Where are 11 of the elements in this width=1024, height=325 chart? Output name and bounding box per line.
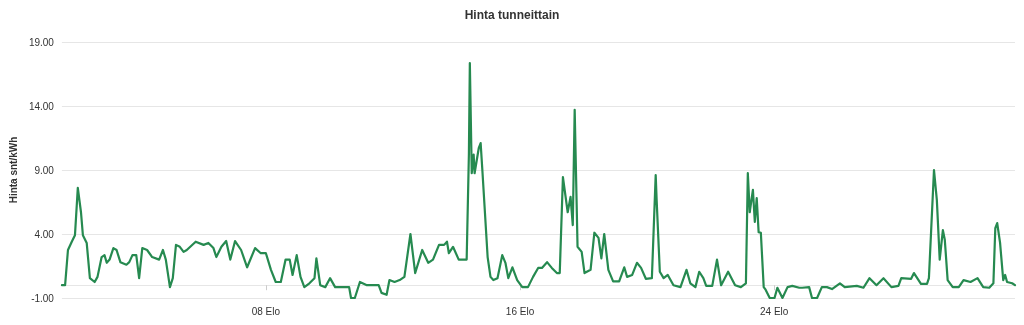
- chart-title: Hinta tunneittain: [464, 8, 560, 22]
- x-tick-label: 08 Elo: [251, 305, 281, 317]
- x-tick-label: 24 Elo: [760, 305, 789, 317]
- y-tick-label: 14.00: [28, 100, 55, 112]
- x-tick-label: 16 Elo: [505, 305, 535, 317]
- line-series: [60, 62, 1017, 300]
- y-tick-label: 9.00: [34, 164, 55, 176]
- y-tick-label: -1.00: [31, 292, 55, 304]
- y-tick-label: 4.00: [34, 228, 55, 240]
- y-axis-title: Hinta snt/kWh: [7, 136, 19, 204]
- y-tick-label: 19.00: [28, 36, 55, 48]
